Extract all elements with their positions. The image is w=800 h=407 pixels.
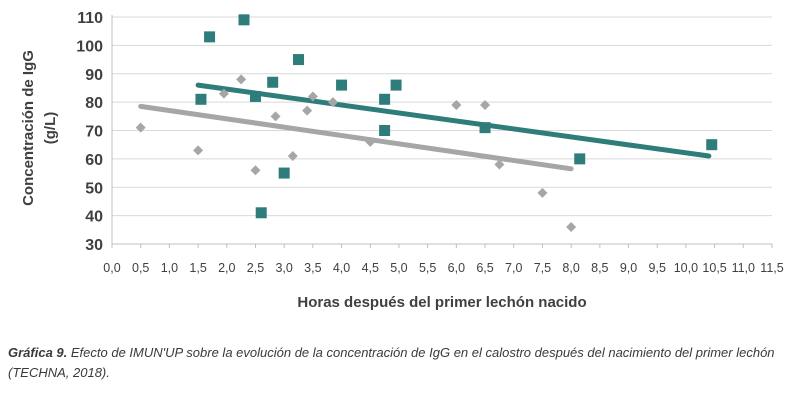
x-tick-label: 7,0	[505, 261, 522, 275]
x-tick-label: 10,5	[702, 261, 726, 275]
diamond-point	[451, 99, 462, 110]
x-tick-label: 6,5	[476, 261, 493, 275]
x-tick-label: 9,5	[649, 261, 666, 275]
x-tick-label: 4,0	[333, 261, 350, 275]
trend-line-1	[138, 103, 574, 172]
diamond-point	[494, 159, 505, 170]
y-tick-label: 60	[85, 152, 103, 169]
diamond-point	[193, 145, 204, 156]
caption-text: Efecto de IMUN'UP sobre la evolución de …	[8, 345, 775, 380]
y-tick-label: 70	[85, 124, 103, 141]
scatter-chart: 30 40 50 60 70 80 90 100 110 0,0 0,5 1,0 1,5 2,0 2,5 3,…	[20, 10, 784, 311]
diamond-point	[236, 74, 247, 85]
square-point	[574, 153, 586, 165]
square-point	[267, 76, 279, 88]
x-axis-label: Horas después del primer lechón nacido	[297, 294, 586, 311]
square-point	[204, 31, 216, 43]
x-tick-label: 3,0	[275, 261, 292, 275]
diamond-point	[307, 91, 318, 102]
trend-lines	[138, 82, 712, 172]
square-point	[293, 54, 305, 66]
diamond-point	[250, 165, 261, 176]
x-tick-label: 8,5	[591, 261, 608, 275]
x-tick-label: 7,5	[534, 261, 551, 275]
axis-labels: Concentración de IgG (g/L) Horas después…	[20, 50, 587, 311]
square-point	[249, 90, 261, 102]
axes: 30 40 50 60 70 80 90 100 110 0,0 0,5 1,0 1,5 2,0 2,5 3,…	[76, 10, 783, 275]
x-tick-label: 6,0	[448, 261, 465, 275]
figure-caption: Gráfica 9. Efecto de IMUN'UP sobre la ev…	[8, 343, 792, 383]
square-point	[278, 167, 290, 179]
diamond-point	[270, 111, 281, 122]
square-point	[238, 14, 250, 26]
diamond-point	[218, 88, 229, 99]
y-tick-label: 30	[85, 237, 103, 254]
x-tick-label: 4,5	[362, 261, 379, 275]
diamond-point	[135, 122, 146, 133]
square-point	[479, 122, 491, 134]
diamond-point	[302, 105, 313, 116]
x-tick-label: 11,5	[760, 261, 783, 275]
diamond-point	[566, 221, 577, 232]
x-tick-label: 2,5	[247, 261, 264, 275]
y-axis-label: Concentración de IgG	[20, 50, 37, 206]
x-tick-label: 5,5	[419, 261, 436, 275]
y-axis-unit-label: (g/L)	[42, 112, 59, 144]
y-tick-label: 90	[85, 67, 103, 84]
diamond-point	[537, 187, 548, 198]
y-tick-label: 50	[85, 180, 103, 197]
square-point	[706, 139, 718, 151]
diamond-point	[287, 151, 298, 162]
x-tick-label: 8,0	[562, 261, 579, 275]
caption-label: Gráfica 9.	[8, 345, 68, 360]
trend-line-2	[195, 82, 712, 159]
y-tick-label: 100	[76, 38, 103, 55]
square-point	[255, 207, 267, 219]
x-tick-label: 0,0	[103, 261, 120, 275]
x-tick-label: 3,5	[304, 261, 321, 275]
x-tick-label: 0,5	[132, 261, 149, 275]
x-tick-label: 11,0	[732, 261, 755, 275]
gridlines	[112, 16, 772, 217]
x-tick-label: 9,0	[620, 261, 637, 275]
square-point	[379, 93, 391, 105]
x-tick-label: 1,0	[161, 261, 178, 275]
x-tick-label: 1,5	[189, 261, 206, 275]
diamond-point	[365, 136, 376, 147]
diamond-point	[480, 99, 491, 110]
x-tick-label: 5,0	[390, 261, 407, 275]
square-point	[336, 79, 348, 91]
square-point	[379, 125, 391, 136]
y-tick-label: 80	[85, 95, 103, 112]
diamond-point	[327, 97, 338, 108]
square-point	[390, 79, 402, 91]
x-tick-label: 2,0	[218, 261, 235, 275]
square-point	[195, 93, 207, 105]
x-tick-label: 10,0	[674, 261, 698, 275]
data-points	[135, 14, 718, 232]
y-tick-label: 110	[77, 10, 103, 27]
y-tick-label: 40	[85, 209, 103, 226]
